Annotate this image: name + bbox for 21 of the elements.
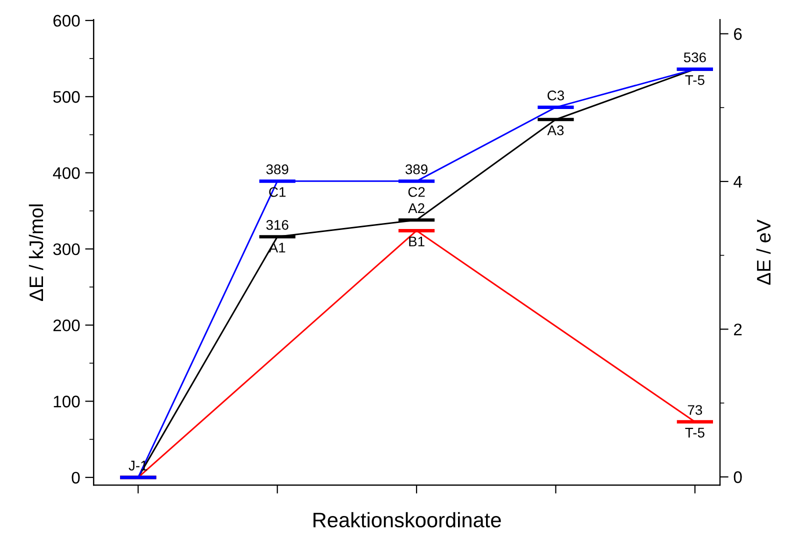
y2-tick-label: 0 [734,471,742,484]
data-label: B1 [409,236,424,246]
y2-tick-label: 4 [734,176,742,188]
data-label: 389 C2 [405,164,428,197]
data-label: 73 T-5 [685,405,704,438]
y2-tick-label: 6 [734,28,742,40]
y2-tick-label: 2 [734,324,742,336]
data-label: A3 [547,125,564,136]
data-label: A2 [408,203,424,213]
y-tick-label: 300 [53,243,80,256]
data-label: 536 T-5 [684,52,706,85]
y-tick-label: 600 [53,14,80,27]
y-tick-label: 100 [54,396,80,408]
y-tick-label: 200 [53,320,80,332]
data-label: C3 [548,90,564,100]
y-axis-title: ΔE / kJ/mol [28,204,44,301]
y2-axis-title: ΔE / eV [756,219,771,285]
y-tick-label: 500 [53,91,80,103]
x-axis-title: Reaktionskoordinate [314,512,501,528]
y-tick-label: 0 [72,472,80,484]
y-tick-label: 400 [52,167,80,179]
